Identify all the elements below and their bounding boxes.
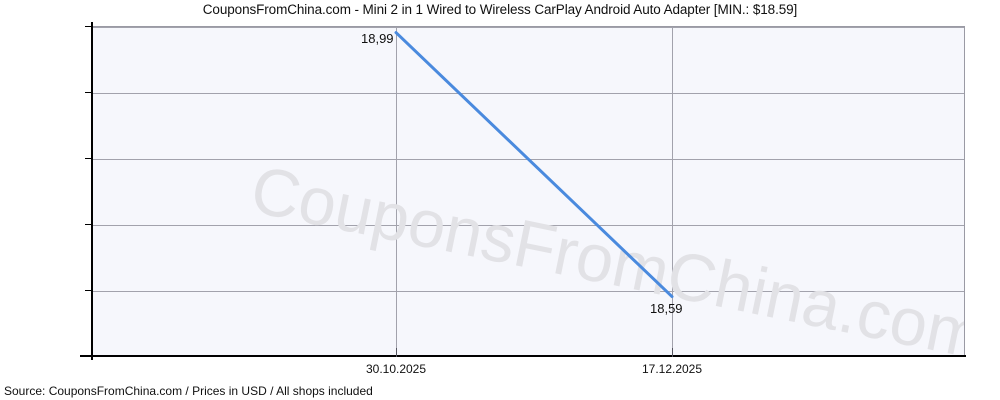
data-point-label: 18,59: [650, 301, 683, 316]
data-point-label: 18,99: [361, 31, 394, 46]
x-tick-label: 17.12.2025: [641, 362, 703, 376]
x-tick-label: 30.10.2025: [365, 362, 427, 376]
source-footer: Source: CouponsFromChina.com / Prices in…: [4, 384, 373, 398]
y-tick-mark: [85, 290, 93, 291]
gridline-horizontal: [92, 27, 964, 28]
gridline-horizontal: [92, 291, 964, 292]
y-tick-mark: [85, 356, 93, 357]
watermark: CouponsFromChina.com: [244, 151, 965, 356]
gridline-horizontal: [92, 159, 964, 160]
plot-area: CouponsFromChina.com: [92, 26, 965, 356]
x-tick-mark: [672, 348, 673, 357]
y-tick-mark: [85, 224, 93, 225]
y-tick-mark: [85, 158, 93, 159]
gridline-horizontal: [92, 93, 964, 94]
gridline-vertical: [396, 27, 397, 356]
x-tick-mark: [396, 348, 397, 357]
gridline-horizontal: [92, 225, 964, 226]
x-axis: [80, 355, 966, 357]
page-title: CouponsFromChina.com - Mini 2 in 1 Wired…: [202, 2, 798, 17]
y-tick-mark: [85, 92, 93, 93]
y-axis: [91, 22, 93, 360]
y-tick-mark: [85, 26, 93, 27]
